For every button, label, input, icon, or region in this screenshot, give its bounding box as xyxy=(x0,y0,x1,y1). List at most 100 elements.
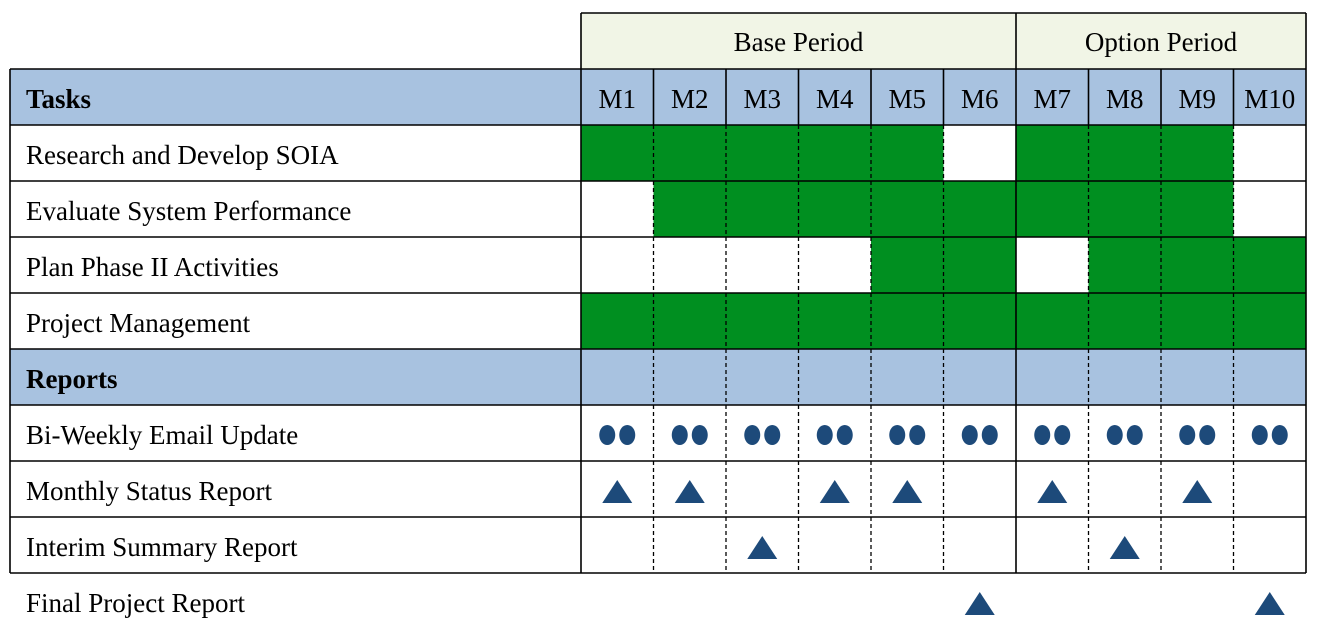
task-bar xyxy=(871,181,944,237)
report-name: Interim Summary Report xyxy=(26,532,298,562)
period-header-fill xyxy=(581,13,1306,69)
task-bar xyxy=(581,125,654,181)
task-bar xyxy=(653,125,726,181)
task-bar xyxy=(1016,181,1089,237)
dot xyxy=(619,425,636,445)
task-name: Research and Develop SOIA xyxy=(26,140,339,170)
dot xyxy=(909,425,926,445)
triangle-marker xyxy=(747,536,778,559)
double-dot-marker xyxy=(816,425,853,445)
dot xyxy=(1251,425,1268,445)
task-bar xyxy=(871,293,944,349)
task-name: Evaluate System Performance xyxy=(26,196,351,226)
task-bar xyxy=(1233,293,1306,349)
dot xyxy=(1271,425,1288,445)
task-bar xyxy=(1088,293,1161,349)
dot xyxy=(1054,425,1071,445)
report-name: Bi-Weekly Email Update xyxy=(26,420,298,450)
tasks-heading: Tasks xyxy=(26,84,91,114)
month-label-m4: M4 xyxy=(816,84,854,114)
task-name: Project Management xyxy=(26,308,251,338)
dot xyxy=(981,425,998,445)
dot xyxy=(691,425,708,445)
double-dot-marker xyxy=(599,425,636,445)
task-bar xyxy=(726,181,799,237)
triangle-marker xyxy=(1254,592,1285,615)
task-bar xyxy=(943,237,1016,293)
grid-lines xyxy=(9,12,1307,574)
dot xyxy=(816,425,833,445)
triangle-marker xyxy=(1182,480,1213,503)
task-bar xyxy=(1161,293,1234,349)
task-bar xyxy=(1233,237,1306,293)
dot xyxy=(1199,425,1216,445)
task-bar xyxy=(1161,125,1234,181)
option-period-label: Option Period xyxy=(1085,27,1238,57)
dot xyxy=(1106,425,1123,445)
task-bar xyxy=(1088,125,1161,181)
tasks-header-fill xyxy=(10,69,1306,125)
triangle-marker xyxy=(964,592,995,615)
dot xyxy=(764,425,781,445)
dot xyxy=(1179,425,1196,445)
table-labels: Base Period Option Period Tasks Reports … xyxy=(26,27,1295,618)
task-bar xyxy=(943,181,1016,237)
month-label-m3: M3 xyxy=(743,84,781,114)
dot xyxy=(961,425,978,445)
task-bar xyxy=(798,293,871,349)
dot xyxy=(1034,425,1051,445)
task-bar xyxy=(581,293,654,349)
double-dot-marker xyxy=(1106,425,1143,445)
double-dot-marker xyxy=(744,425,781,445)
double-dot-marker xyxy=(671,425,708,445)
task-name: Plan Phase II Activities xyxy=(26,252,279,282)
dot xyxy=(836,425,853,445)
task-bar xyxy=(1161,181,1234,237)
month-label-m2: M2 xyxy=(671,84,709,114)
triangle-marker xyxy=(602,480,633,503)
double-dot-marker xyxy=(889,425,926,445)
double-dot-marker xyxy=(1179,425,1216,445)
task-bar xyxy=(871,237,944,293)
triangle-marker xyxy=(1109,536,1140,559)
task-bar xyxy=(943,293,1016,349)
base-period-label: Base Period xyxy=(734,27,864,57)
double-dot-marker xyxy=(961,425,998,445)
triangle-marker xyxy=(674,480,705,503)
report-name: Monthly Status Report xyxy=(26,476,273,506)
month-label-m6: M6 xyxy=(961,84,999,114)
reports-heading: Reports xyxy=(26,364,117,394)
cell-fills xyxy=(10,13,1306,405)
task-bar xyxy=(1161,237,1234,293)
double-dot-marker xyxy=(1034,425,1071,445)
month-label-m1: M1 xyxy=(598,84,636,114)
task-bar xyxy=(1016,293,1089,349)
task-bar xyxy=(798,181,871,237)
reports-header-fill xyxy=(10,349,1306,405)
triangle-marker xyxy=(1037,480,1068,503)
month-label-m5: M5 xyxy=(888,84,926,114)
task-bar xyxy=(726,293,799,349)
task-bar xyxy=(798,125,871,181)
dot xyxy=(889,425,906,445)
month-label-m9: M9 xyxy=(1178,84,1216,114)
month-label-m10: M10 xyxy=(1244,84,1295,114)
task-bar xyxy=(1088,181,1161,237)
dot xyxy=(599,425,616,445)
task-bar xyxy=(653,181,726,237)
month-label-m8: M8 xyxy=(1106,84,1144,114)
task-bar xyxy=(653,293,726,349)
report-name: Final Project Report xyxy=(26,588,245,618)
task-bar xyxy=(1088,237,1161,293)
task-bar xyxy=(1016,125,1089,181)
double-dot-marker xyxy=(1251,425,1288,445)
report-markers xyxy=(599,425,1288,615)
dot xyxy=(744,425,761,445)
month-label-m7: M7 xyxy=(1033,84,1071,114)
dot xyxy=(1126,425,1143,445)
triangle-marker xyxy=(892,480,923,503)
dot xyxy=(671,425,688,445)
task-bar xyxy=(726,125,799,181)
task-bar xyxy=(871,125,944,181)
